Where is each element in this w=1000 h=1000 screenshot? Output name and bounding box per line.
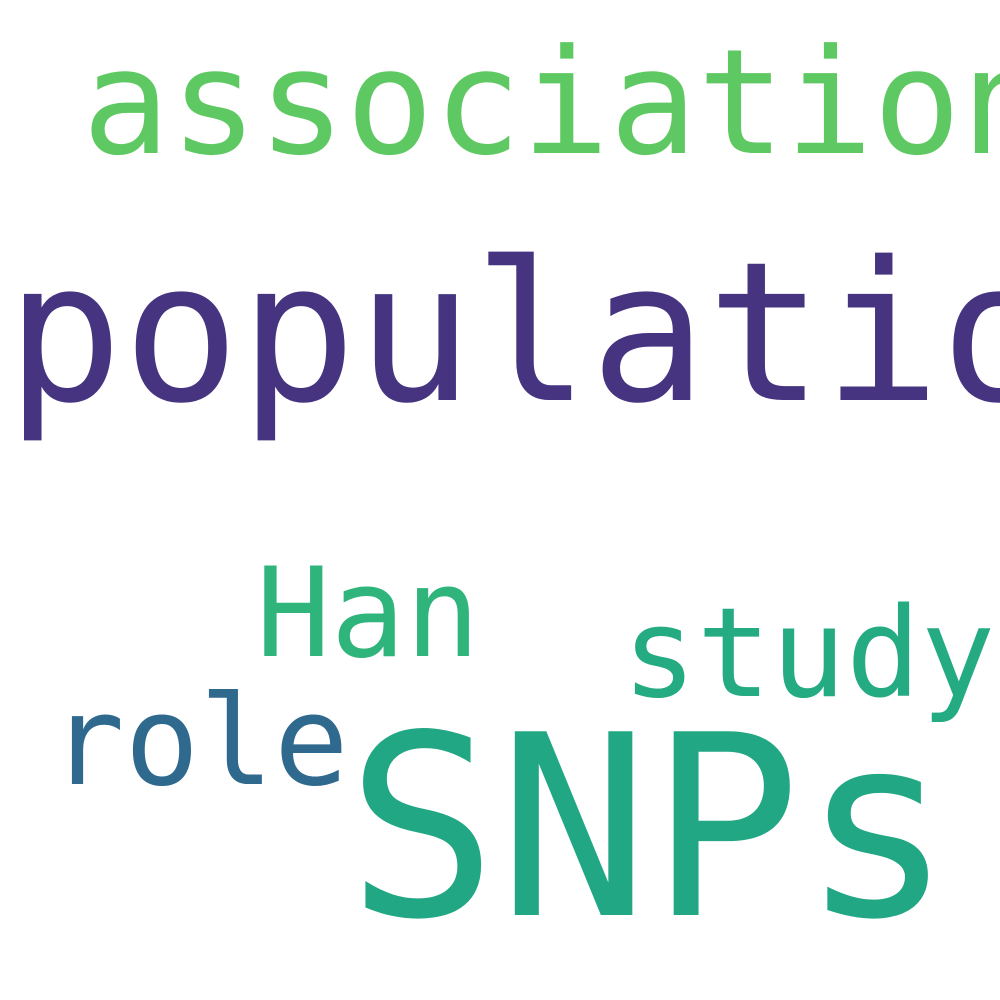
word-study: study (622, 582, 996, 726)
word-han: Han (256, 542, 480, 686)
word-association: association (82, 18, 1000, 188)
word-role: role (50, 670, 349, 814)
word-snps: SNPs (346, 682, 953, 975)
word-population: population (6, 220, 1000, 446)
